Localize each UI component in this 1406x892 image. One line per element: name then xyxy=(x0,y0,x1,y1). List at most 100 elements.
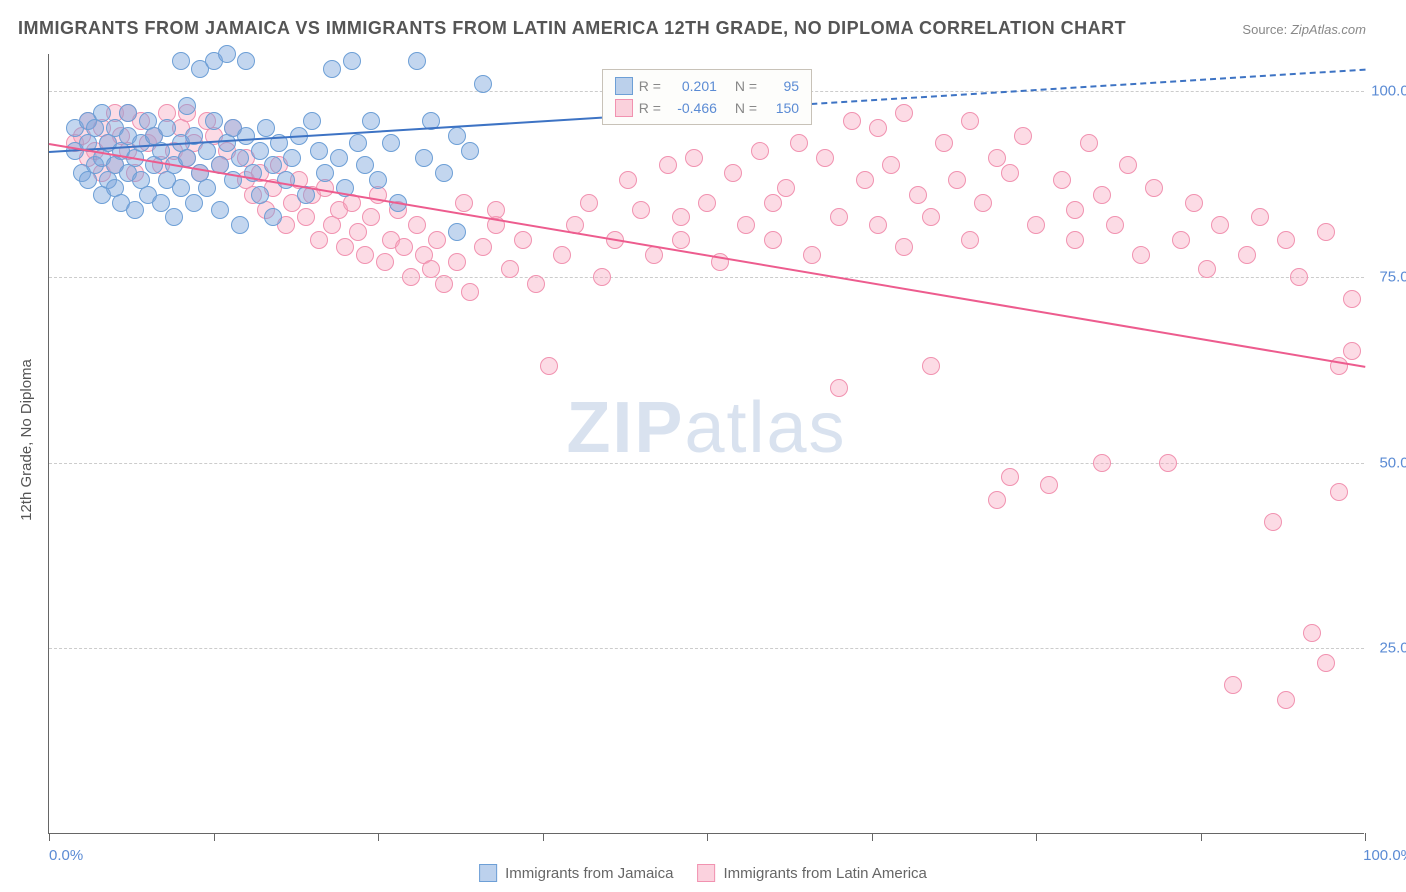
scatter-point-pink xyxy=(1198,260,1216,278)
scatter-point-blue xyxy=(461,142,479,160)
scatter-point-blue xyxy=(93,104,111,122)
scatter-point-pink xyxy=(895,238,913,256)
scatter-point-blue xyxy=(178,149,196,167)
scatter-point-blue xyxy=(369,171,387,189)
scatter-point-pink xyxy=(698,194,716,212)
gridline-h xyxy=(49,648,1364,649)
scatter-point-pink xyxy=(540,357,558,375)
scatter-point-pink xyxy=(1238,246,1256,264)
scatter-point-pink xyxy=(869,216,887,234)
scatter-point-blue xyxy=(349,134,367,152)
scatter-point-pink xyxy=(580,194,598,212)
scatter-point-pink xyxy=(1145,179,1163,197)
scatter-point-blue xyxy=(283,149,301,167)
scatter-point-pink xyxy=(1119,156,1137,174)
swatch-pink xyxy=(697,864,715,882)
scatter-point-blue xyxy=(277,171,295,189)
scatter-point-pink xyxy=(777,179,795,197)
scatter-point-blue xyxy=(119,104,137,122)
scatter-point-pink xyxy=(501,260,519,278)
scatter-point-pink xyxy=(1001,468,1019,486)
scatter-point-pink xyxy=(961,231,979,249)
legend-item-jamaica: Immigrants from Jamaica xyxy=(479,864,673,882)
n-value: 95 xyxy=(763,78,799,94)
x-tick xyxy=(707,833,708,841)
scatter-point-pink xyxy=(435,275,453,293)
scatter-point-pink xyxy=(448,253,466,271)
scatter-point-pink xyxy=(895,104,913,122)
scatter-point-pink xyxy=(1014,127,1032,145)
scatter-point-blue xyxy=(310,142,328,160)
x-tick xyxy=(214,833,215,841)
y-tick-label: 25.0% xyxy=(1379,640,1406,657)
x-tick xyxy=(1365,833,1366,841)
scatter-point-pink xyxy=(1303,624,1321,642)
scatter-point-pink xyxy=(1277,691,1295,709)
scatter-point-blue xyxy=(126,201,144,219)
x-tick xyxy=(1036,833,1037,841)
scatter-point-pink xyxy=(672,208,690,226)
scatter-point-blue xyxy=(362,112,380,130)
scatter-point-pink xyxy=(336,238,354,256)
trend-line xyxy=(49,143,1365,368)
source-label: Source: xyxy=(1242,22,1287,37)
scatter-point-blue xyxy=(303,112,321,130)
source-attribution: Source: ZipAtlas.com xyxy=(1242,22,1366,37)
watermark-zip: ZIP xyxy=(566,388,684,468)
scatter-point-pink xyxy=(1317,654,1335,672)
x-tick xyxy=(49,833,50,841)
scatter-point-pink xyxy=(1264,513,1282,531)
scatter-point-pink xyxy=(1330,483,1348,501)
scatter-point-pink xyxy=(514,231,532,249)
scatter-point-pink xyxy=(922,357,940,375)
legend-label-jamaica: Immigrants from Jamaica xyxy=(505,865,673,882)
y-tick-label: 100.0% xyxy=(1371,83,1406,100)
scatter-point-pink xyxy=(362,208,380,226)
scatter-point-pink xyxy=(1132,246,1150,264)
scatter-point-pink xyxy=(1211,216,1229,234)
scatter-point-pink xyxy=(593,268,611,286)
scatter-point-pink xyxy=(1106,216,1124,234)
scatter-point-blue xyxy=(264,156,282,174)
scatter-point-pink xyxy=(909,186,927,204)
scatter-point-pink xyxy=(869,119,887,137)
scatter-point-blue xyxy=(198,142,216,160)
scatter-point-pink xyxy=(1093,186,1111,204)
x-tick xyxy=(378,833,379,841)
swatch-blue xyxy=(615,77,633,95)
source-link[interactable]: ZipAtlas.com xyxy=(1291,22,1366,37)
scatter-point-blue xyxy=(323,60,341,78)
scatter-point-pink xyxy=(356,246,374,264)
x-tick xyxy=(872,833,873,841)
scatter-point-blue xyxy=(185,194,203,212)
scatter-point-pink xyxy=(310,231,328,249)
scatter-point-pink xyxy=(790,134,808,152)
scatter-point-blue xyxy=(474,75,492,93)
scatter-point-pink xyxy=(402,268,420,286)
scatter-point-pink xyxy=(1080,134,1098,152)
watermark-atlas: atlas xyxy=(684,388,846,468)
scatter-point-pink xyxy=(948,171,966,189)
scatter-point-blue xyxy=(448,127,466,145)
x-tick xyxy=(1201,833,1202,841)
scatter-point-pink xyxy=(1290,268,1308,286)
chart-title: IMMIGRANTS FROM JAMAICA VS IMMIGRANTS FR… xyxy=(18,18,1126,39)
scatter-point-blue xyxy=(158,119,176,137)
scatter-point-pink xyxy=(935,134,953,152)
scatter-point-blue xyxy=(264,208,282,226)
scatter-point-blue xyxy=(178,97,196,115)
legend-label-latin-america: Immigrants from Latin America xyxy=(723,865,926,882)
scatter-point-pink xyxy=(724,164,742,182)
scatter-point-pink xyxy=(988,149,1006,167)
scatter-point-pink xyxy=(428,231,446,249)
scatter-point-blue xyxy=(448,223,466,241)
n-label: N = xyxy=(735,78,757,94)
scatter-point-pink xyxy=(1093,454,1111,472)
scatter-point-pink xyxy=(843,112,861,130)
scatter-point-blue xyxy=(382,134,400,152)
scatter-point-pink xyxy=(487,201,505,219)
x-tick xyxy=(543,833,544,841)
scatter-point-blue xyxy=(211,201,229,219)
scatter-point-blue xyxy=(251,142,269,160)
scatter-point-pink xyxy=(659,156,677,174)
